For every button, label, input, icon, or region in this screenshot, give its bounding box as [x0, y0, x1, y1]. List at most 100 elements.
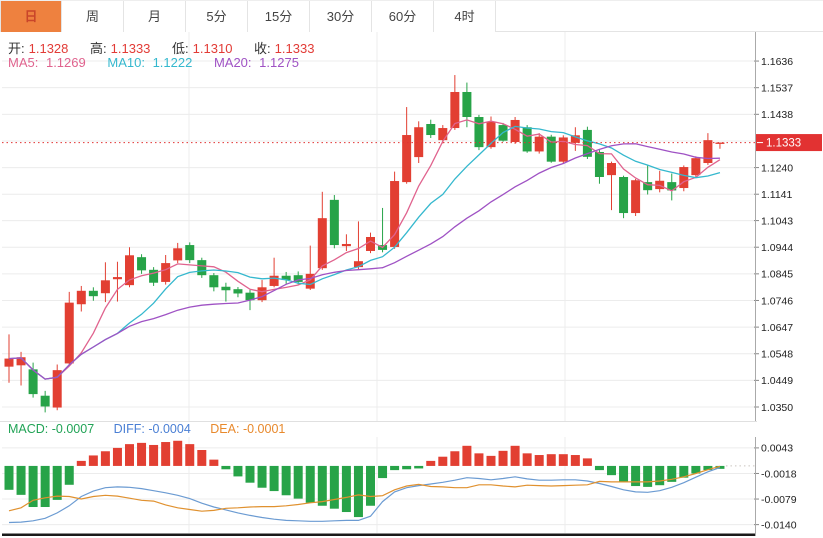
axis-tick-label: -0.0079	[761, 494, 797, 506]
ma10-value: 1.1222	[152, 55, 193, 70]
timeframe-tab-15分[interactable]: 15分	[248, 1, 310, 32]
candle-body	[426, 124, 436, 136]
axis-tick-label: 1.0845	[761, 269, 793, 281]
candle-body	[197, 260, 207, 276]
macd-bar	[558, 454, 568, 466]
current-price-value: 1.1333	[766, 138, 801, 150]
macd-bar	[510, 445, 520, 466]
ma20-line	[8, 143, 720, 380]
high-value: 1.1333	[110, 41, 151, 56]
candle-body	[546, 136, 556, 162]
candle-body	[305, 273, 315, 289]
timeframe-tab-日[interactable]: 日	[0, 1, 62, 32]
candle-body	[353, 261, 363, 268]
close-value: 1.1333	[274, 41, 315, 56]
candle-body	[281, 275, 291, 281]
candle-body	[52, 370, 62, 408]
candle-body	[643, 182, 653, 191]
candle-body	[125, 255, 134, 286]
macd-bar	[269, 465, 279, 492]
macd-bar	[667, 465, 677, 482]
high-label: 高:	[90, 41, 107, 56]
macd-bar	[414, 465, 424, 469]
candle-body	[594, 151, 604, 178]
candle-body	[366, 236, 375, 251]
chart-scrollbar	[2, 533, 755, 536]
dea-value: -0.0001	[242, 422, 286, 436]
candle-body	[16, 357, 26, 366]
candle-body	[402, 135, 412, 183]
macd-bar	[64, 465, 74, 485]
candle-body	[450, 91, 460, 129]
candle-body	[161, 263, 171, 282]
timeframe-tab-5分[interactable]: 5分	[186, 1, 248, 32]
macd-bar	[498, 450, 508, 466]
ohlc-readout: 开: 1.1328 高: 1.1333 低: 1.1310 收: 1.1333	[8, 38, 332, 57]
open-value: 1.1328	[28, 41, 69, 56]
timeframe-tab-周[interactable]: 周	[62, 1, 124, 32]
grid-layer	[2, 32, 755, 533]
macd-bar	[570, 455, 580, 466]
ma10-line	[8, 125, 721, 380]
axis-tick-label: -0.0018	[761, 468, 797, 480]
ma-readout: MA5: 1.1269 MA10: 1.1222 MA20: 1.1275	[8, 55, 317, 70]
candle-body	[667, 182, 677, 191]
candle-body	[510, 119, 520, 143]
macd-bar	[582, 458, 592, 466]
axis-tick-label: -0.0140	[761, 519, 797, 531]
candle-body	[607, 163, 616, 176]
ma20-value: 1.1275	[259, 55, 299, 70]
macd-bar	[655, 465, 665, 486]
macd-readout: MACD: -0.0007 DIFF: -0.0004 DEA: -0.0001	[0, 421, 757, 437]
candle-body	[88, 290, 98, 297]
macd-bar	[233, 465, 243, 477]
macd-bar	[715, 465, 725, 469]
candle-body	[269, 275, 279, 286]
macd-bar	[619, 465, 629, 482]
macd-bar	[631, 465, 641, 487]
candle-body	[40, 395, 50, 407]
candle-body	[293, 275, 303, 282]
diff-value: -0.0004	[148, 422, 191, 436]
candle-body	[462, 91, 472, 118]
axis-tick-label: 1.0548	[761, 349, 793, 361]
macd-bar	[185, 444, 195, 466]
candle-body	[245, 292, 255, 301]
axis-tick-label: 1.1043	[761, 215, 793, 227]
candle-body	[631, 180, 641, 214]
diff-label: DIFF:	[113, 422, 145, 436]
axis-tick-label: 1.0350	[761, 402, 793, 414]
candle-body	[570, 135, 580, 143]
macd-bar	[173, 440, 183, 466]
macd-bar	[16, 465, 26, 495]
timeframe-tab-30分[interactable]: 30分	[310, 1, 372, 32]
axis-tick-label: 1.1141	[761, 189, 792, 201]
ma20-label: MA20:	[213, 55, 252, 70]
ma5-label: MA5:	[8, 55, 39, 70]
open-label: 开:	[8, 41, 25, 56]
timeframe-tab-月[interactable]: 月	[124, 1, 186, 32]
diff-line	[8, 467, 721, 524]
axis-tick-label: 1.0647	[761, 322, 793, 334]
candle-body	[257, 287, 267, 301]
timeframe-tab-60分[interactable]: 60分	[372, 1, 434, 32]
macd-bar	[462, 445, 472, 466]
macd-bar	[450, 451, 460, 466]
candle-body	[619, 177, 629, 214]
ma10-label: MA10:	[107, 55, 145, 70]
macd-bar	[88, 455, 98, 466]
timeframe-tab-4时[interactable]: 4时	[434, 1, 496, 32]
macd-bar	[125, 444, 134, 466]
macd-value: -0.0007	[51, 422, 95, 436]
macd-bar	[245, 465, 255, 483]
candles-layer	[4, 75, 725, 413]
macd-bar	[28, 465, 38, 508]
current-price-tag: 1.1333	[756, 134, 822, 152]
candle-body	[28, 369, 38, 395]
macd-bar	[390, 465, 400, 471]
dea-line	[8, 465, 721, 512]
axis-tick-label: 1.1636	[761, 56, 793, 68]
macd-bar	[703, 465, 713, 471]
close-label: 收:	[254, 41, 271, 56]
